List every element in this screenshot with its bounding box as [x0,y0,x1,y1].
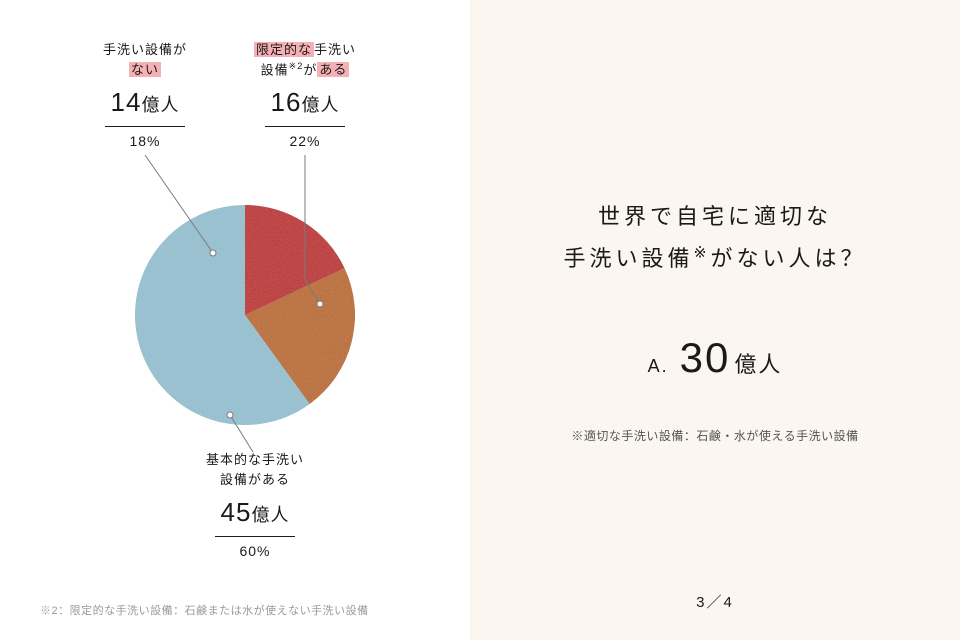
answer-text: A. 30億人 [648,334,783,382]
callout-none-percent: 18% [75,133,215,149]
right-panel: 世界で自宅に適切な 手洗い設備※がない人は？ A. 30億人 ※適切な手洗い設備… [470,0,960,640]
divider [215,536,295,537]
callout-basic: 基本的な手洗い 設備がある 45億人 60% [175,450,335,559]
callout-none-label: 手洗い設備が ない [75,40,215,79]
divider [105,126,185,127]
pie-chart [135,205,355,425]
pie-svg [135,205,355,425]
callout-none-value: 14億人 [75,87,215,118]
callout-none: 手洗い設備が ない 14億人 18% [75,40,215,149]
callout-basic-percent: 60% [175,543,335,559]
callout-limited: 限定的な手洗い 設備※2がある 16億人 22% [235,40,375,149]
question-text: 世界で自宅に適切な 手洗い設備※がない人は？ [564,196,867,280]
callout-limited-label: 限定的な手洗い 設備※2がある [235,40,375,79]
callout-limited-percent: 22% [235,133,375,149]
callout-limited-value: 16億人 [235,87,375,118]
callout-basic-value: 45億人 [175,497,335,528]
callout-basic-label: 基本的な手洗い 設備がある [175,450,335,489]
left-panel: 手洗い設備が ない 14億人 18% 限定的な手洗い 設備※2がある 16億人 … [0,0,470,640]
footnote-left: ※2：限定的な手洗い設備：石鹸または水が使えない手洗い設備 [40,602,369,618]
divider [265,126,345,127]
footnote-right: ※適切な手洗い設備：石鹸・水が使える手洗い設備 [571,427,858,444]
pager: 3／4 [696,591,734,612]
